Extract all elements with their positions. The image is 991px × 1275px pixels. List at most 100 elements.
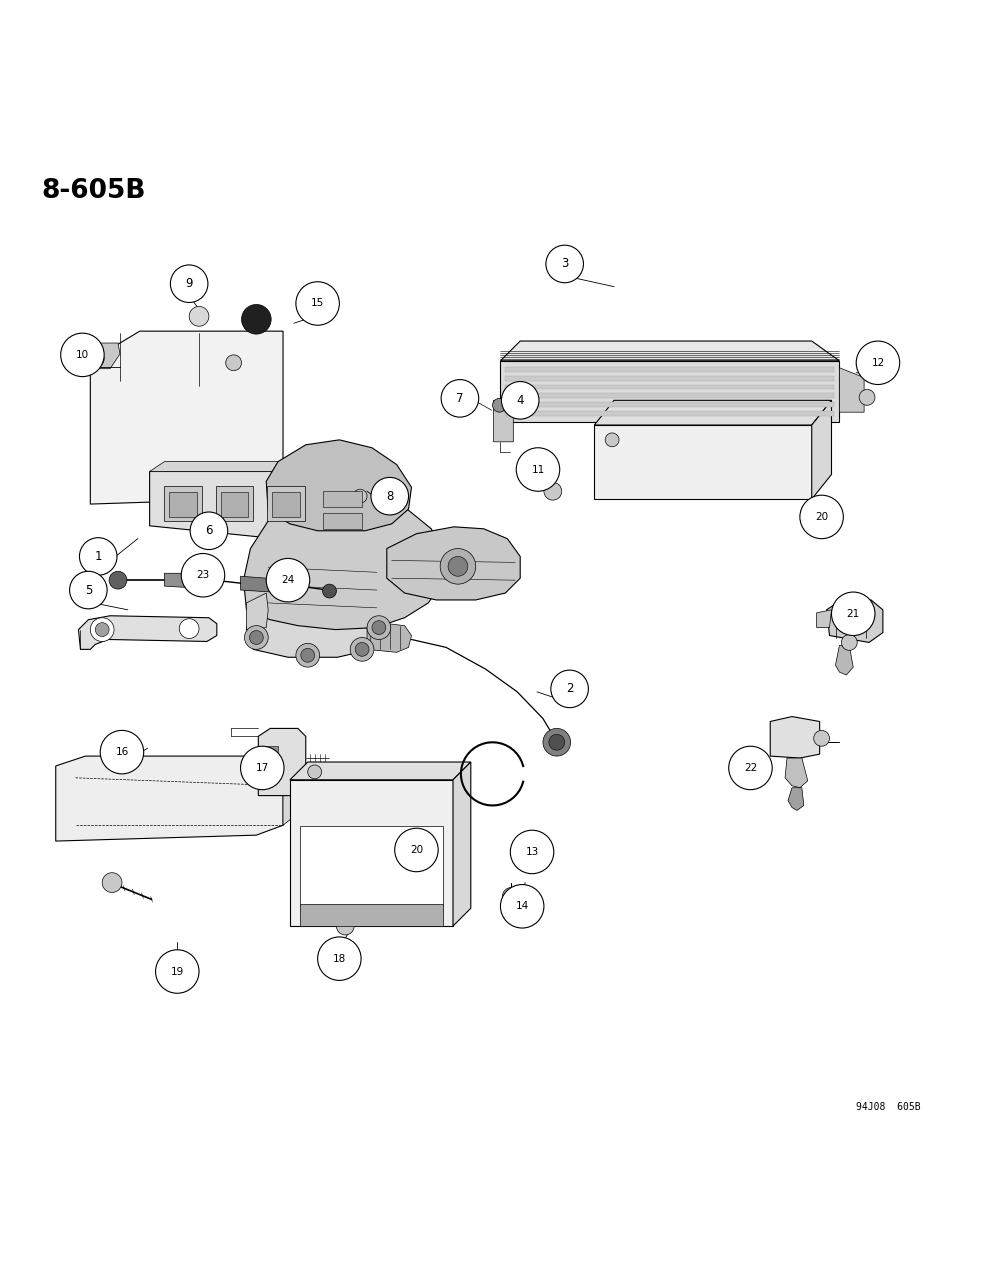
Bar (505, 376, 834, 380)
Circle shape (440, 548, 476, 584)
Bar (221, 492, 249, 516)
Polygon shape (150, 462, 367, 482)
Polygon shape (283, 748, 293, 825)
Bar (300, 904, 443, 926)
Circle shape (516, 448, 560, 491)
Polygon shape (259, 728, 306, 796)
Polygon shape (90, 332, 283, 504)
Circle shape (336, 917, 354, 935)
Circle shape (322, 584, 336, 598)
Text: 1: 1 (94, 550, 102, 564)
Circle shape (501, 381, 539, 419)
Circle shape (241, 746, 284, 789)
Text: 17: 17 (256, 762, 269, 773)
Text: 4: 4 (516, 394, 524, 407)
Polygon shape (386, 527, 520, 601)
Circle shape (60, 333, 104, 376)
Circle shape (179, 618, 199, 639)
Circle shape (371, 477, 408, 515)
Circle shape (90, 617, 114, 641)
Circle shape (800, 495, 843, 538)
Circle shape (102, 872, 122, 892)
Polygon shape (770, 717, 820, 759)
Circle shape (170, 265, 208, 302)
Circle shape (502, 887, 520, 905)
Circle shape (606, 434, 619, 446)
Text: 11: 11 (531, 464, 545, 474)
Bar (169, 492, 197, 516)
Text: 23: 23 (196, 570, 210, 580)
Circle shape (493, 398, 506, 412)
Circle shape (318, 937, 361, 980)
Circle shape (296, 644, 319, 667)
Bar (505, 394, 834, 398)
Circle shape (242, 305, 272, 334)
Circle shape (856, 340, 900, 385)
Text: 18: 18 (333, 954, 346, 964)
Text: 16: 16 (115, 747, 129, 757)
Bar (165, 486, 202, 521)
Bar (505, 412, 834, 416)
Text: 14: 14 (515, 901, 529, 912)
Text: 8-605B: 8-605B (41, 179, 146, 204)
Circle shape (181, 553, 225, 597)
Polygon shape (500, 361, 839, 422)
Polygon shape (826, 601, 883, 643)
Text: 94J08  605B: 94J08 605B (856, 1102, 921, 1112)
Circle shape (728, 746, 772, 789)
Circle shape (350, 638, 374, 662)
Polygon shape (785, 759, 808, 788)
Polygon shape (839, 367, 864, 412)
Circle shape (544, 482, 562, 500)
Text: 12: 12 (871, 358, 885, 367)
Circle shape (510, 830, 554, 873)
Bar (322, 491, 362, 507)
Bar (267, 771, 275, 779)
Text: 6: 6 (205, 524, 213, 537)
Circle shape (543, 728, 571, 756)
Bar (505, 385, 834, 389)
Circle shape (301, 649, 315, 662)
Text: 7: 7 (456, 391, 464, 405)
Circle shape (109, 571, 127, 589)
Circle shape (190, 513, 228, 550)
Circle shape (859, 389, 875, 405)
Polygon shape (165, 574, 214, 589)
Text: 22: 22 (744, 762, 757, 773)
Circle shape (88, 351, 104, 367)
Circle shape (95, 622, 109, 636)
Polygon shape (247, 593, 269, 630)
Circle shape (250, 631, 264, 644)
Text: 13: 13 (525, 847, 539, 857)
Polygon shape (500, 340, 839, 361)
Circle shape (814, 731, 829, 746)
Bar (322, 513, 362, 529)
Circle shape (69, 571, 107, 609)
Circle shape (226, 354, 242, 371)
Polygon shape (78, 616, 217, 649)
Polygon shape (88, 343, 120, 368)
Bar (300, 826, 443, 907)
Bar (505, 403, 834, 407)
Circle shape (500, 885, 544, 928)
Circle shape (189, 306, 209, 326)
Text: 19: 19 (170, 966, 184, 977)
Circle shape (441, 380, 479, 417)
Text: 21: 21 (846, 608, 860, 618)
Text: 24: 24 (281, 575, 294, 585)
Circle shape (79, 538, 117, 575)
Text: 2: 2 (566, 682, 574, 695)
Bar (273, 492, 300, 516)
Bar (267, 746, 278, 756)
Circle shape (448, 556, 468, 576)
Polygon shape (494, 400, 513, 442)
Bar (595, 425, 812, 499)
Polygon shape (453, 762, 471, 926)
Polygon shape (788, 788, 804, 811)
Polygon shape (267, 440, 411, 530)
Text: 10: 10 (76, 349, 89, 360)
Polygon shape (247, 590, 385, 658)
Text: 8: 8 (386, 490, 393, 502)
Polygon shape (817, 609, 831, 627)
Circle shape (355, 643, 369, 657)
